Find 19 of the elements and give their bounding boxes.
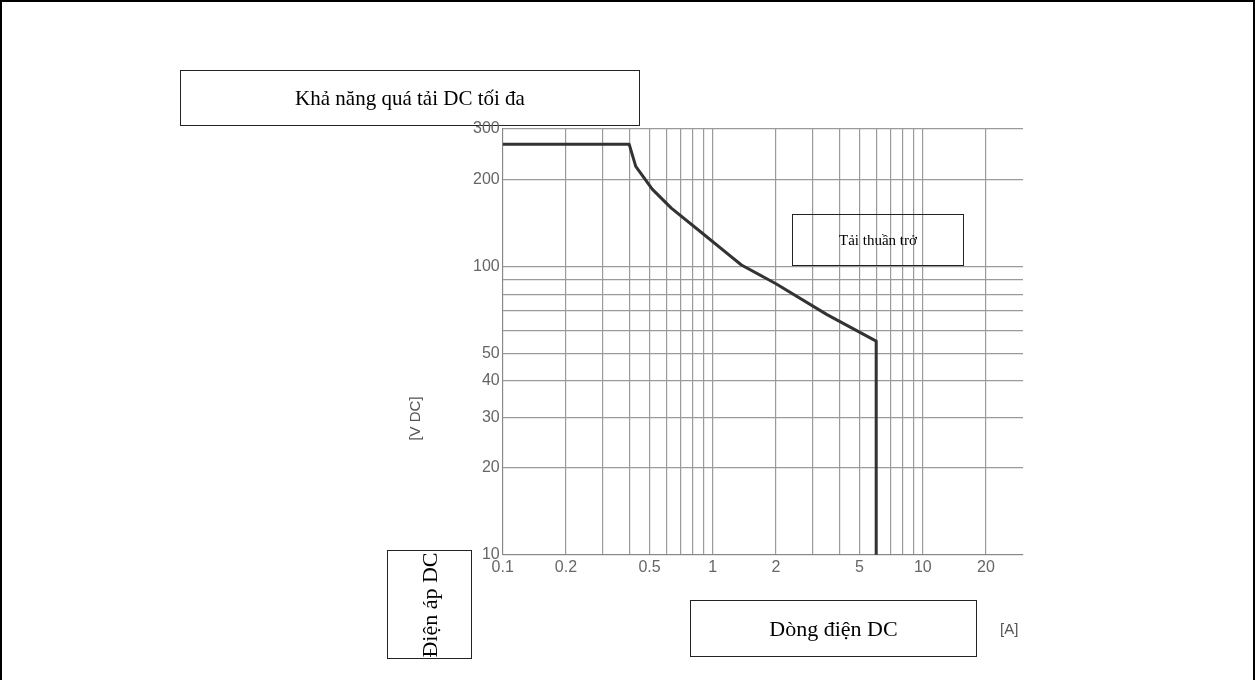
y-tick-label: 40: [481, 371, 500, 389]
x-tick-label: 10: [913, 557, 932, 575]
chart-title: Khả năng quá tải DC tối đa: [295, 85, 525, 110]
y-tick-label: 20: [481, 458, 500, 476]
x-tick-label: 1: [708, 557, 718, 575]
x-tick-label: 20: [977, 557, 996, 575]
y-tick-label: 30: [481, 407, 500, 425]
y-axis-title: Điện áp DC: [416, 551, 443, 658]
text: [A]: [1000, 620, 1019, 637]
x-tick-label: 2: [771, 557, 781, 575]
y-tick-label: 100: [472, 256, 500, 274]
text: [V DC]: [405, 396, 423, 441]
y-tick-label: 200: [472, 169, 500, 187]
x-tick-label: 0.2: [554, 557, 578, 575]
y-tick-label: 50: [481, 343, 500, 361]
annotation: Tải thuần trở: [792, 214, 964, 266]
x-tick-label: 5: [855, 557, 865, 575]
x-tick-label: 0.5: [638, 557, 661, 575]
x-axis-title: Dòng điện DC: [690, 600, 977, 657]
